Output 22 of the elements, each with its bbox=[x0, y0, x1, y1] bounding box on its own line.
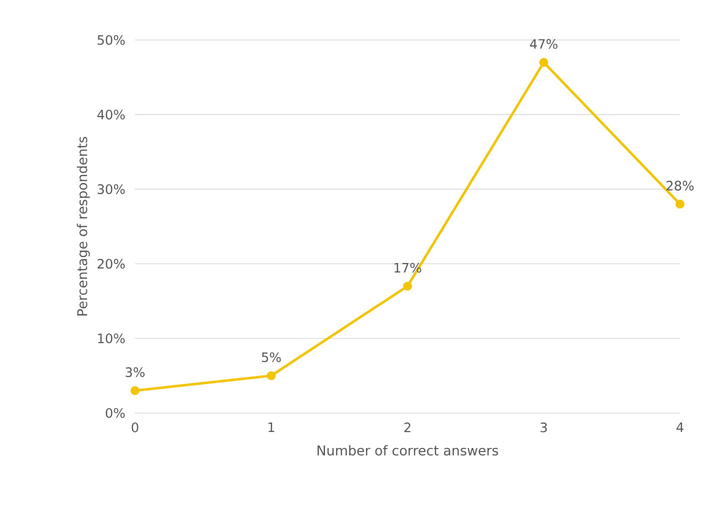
y-tick-label: 30% bbox=[98, 184, 125, 194]
x-tick-label: 0 bbox=[132, 422, 138, 432]
point bbox=[539, 58, 548, 67]
point bbox=[403, 282, 412, 291]
data-label: 3% bbox=[126, 367, 145, 378]
x-tick-label: 3 bbox=[540, 422, 547, 432]
y-tick-label: 0% bbox=[106, 408, 125, 418]
y-tick-label: 20% bbox=[98, 258, 125, 269]
y-tick-label: 10% bbox=[98, 333, 125, 344]
x-tick-label: 4 bbox=[676, 422, 684, 432]
y-axis-title: Percentage of respondents bbox=[76, 136, 90, 316]
y-tick-label: 40% bbox=[97, 110, 125, 120]
data-label: 5% bbox=[262, 352, 281, 362]
x-tick-label: 1 bbox=[268, 422, 274, 432]
data-label: 28% bbox=[666, 180, 694, 191]
point bbox=[676, 200, 684, 209]
y-tick-label: 50% bbox=[98, 35, 125, 45]
x-tick-label: 2 bbox=[404, 422, 410, 432]
point bbox=[130, 386, 140, 396]
x-axis-title: Number of correct answers bbox=[318, 445, 498, 456]
point bbox=[266, 371, 276, 380]
data-label: 47% bbox=[530, 39, 558, 49]
